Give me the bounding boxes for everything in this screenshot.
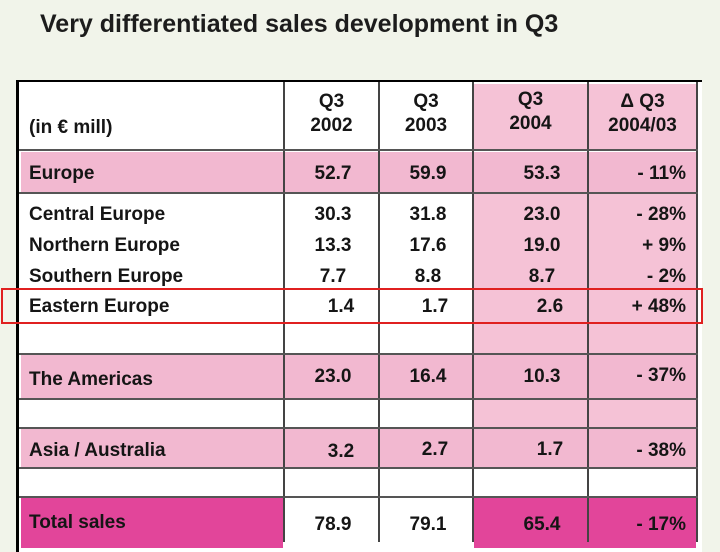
grid-vline: [472, 82, 474, 542]
grid-vline: [696, 82, 698, 542]
eastern-europe-2002: 1.4: [327, 296, 355, 317]
total-sales-2003: 79.1: [409, 514, 447, 535]
northern-europe-2003: 17.6: [409, 235, 447, 256]
grid-vline: [587, 82, 589, 542]
europe-2002: 52.7: [314, 163, 352, 184]
col-header-2003-line1: Q3: [413, 91, 439, 112]
central-europe-2003: 31.8: [409, 204, 447, 225]
grid-hline: [19, 353, 698, 355]
col-header-2003-line2: 2003: [404, 115, 448, 136]
eastern-europe-2003: 1.7: [421, 296, 449, 317]
grid-vline: [283, 82, 285, 542]
europe-band: [21, 152, 696, 192]
row-label-central-europe: Central Europe: [29, 204, 166, 225]
asia-australia-2004: 1.7: [536, 439, 564, 460]
eastern-europe-highlight-box: [1, 288, 703, 324]
col-header-2004: Q3 2004: [474, 88, 587, 136]
northern-europe-2004: 19.0: [523, 235, 561, 256]
central-europe-delta: - 28%: [636, 204, 686, 225]
southern-europe-delta: - 2%: [646, 266, 686, 287]
col-header-delta: Δ Q3 2004/03: [589, 90, 696, 138]
americas-2002: 23.0: [314, 366, 352, 387]
americas-band: [21, 355, 696, 399]
q3-2004-body-highlight: [474, 192, 696, 355]
southern-europe-2002: 7.7: [319, 266, 347, 287]
central-europe-2004: 23.0: [523, 204, 561, 225]
col-header-2003: Q3 2003: [380, 90, 472, 138]
asia-band: [21, 428, 696, 468]
row-label-europe: Europe: [29, 163, 95, 184]
asia-australia-2003: 2.7: [421, 439, 449, 460]
grid-hline: [19, 427, 698, 429]
row-label-eastern-europe: Eastern Europe: [29, 296, 170, 317]
col-header-2002: Q3 2002: [285, 90, 378, 138]
total-sales-delta: - 17%: [636, 514, 686, 535]
grid-hline: [19, 398, 698, 400]
southern-europe-2004: 8.7: [528, 266, 556, 287]
northern-europe-delta: + 9%: [642, 235, 686, 256]
row-label-southern-europe: Southern Europe: [29, 266, 184, 287]
col-header-2002-line1: Q3: [318, 91, 345, 112]
grid-hline: [19, 192, 698, 194]
col-header-2002-line2: 2002: [310, 115, 353, 136]
total-sales-2004: 65.4: [523, 514, 561, 535]
q3-2004-gap-highlight: [474, 399, 696, 428]
row-label-asia-australia: Asia / Australia: [29, 440, 166, 461]
grid-hline: [19, 496, 698, 498]
grid-hline: [19, 149, 698, 151]
eastern-europe-2004: 2.6: [536, 296, 564, 317]
q3-2004-column-highlight: [474, 84, 696, 150]
northern-europe-2002: 13.3: [314, 235, 352, 256]
total-sales-2002: 78.9: [314, 514, 352, 535]
unit-label: (in € mill): [29, 117, 113, 138]
southern-europe-2003: 8.8: [414, 266, 442, 287]
central-europe-2002: 30.3: [314, 204, 352, 225]
col-header-2004-line2: 2004: [509, 113, 552, 134]
row-label-northern-europe: Northern Europe: [29, 235, 180, 256]
americas-delta: - 37%: [636, 365, 686, 386]
col-header-2004-line1: Q3: [517, 89, 544, 110]
slide-title: Very differentiated sales development in…: [40, 10, 559, 38]
grid-vline: [378, 82, 380, 542]
row-label-total-sales: Total sales: [29, 512, 126, 533]
col-header-delta-line2: 2004/03: [608, 115, 677, 136]
europe-delta: - 11%: [637, 163, 686, 184]
asia-australia-2002: 3.2: [327, 441, 355, 462]
americas-2003: 16.4: [409, 366, 447, 387]
col-header-delta-line1: Δ Q3: [620, 91, 665, 112]
grid-hline: [19, 467, 698, 469]
europe-2004: 53.3: [523, 163, 561, 184]
europe-2003: 59.9: [409, 163, 447, 184]
asia-australia-delta: - 38%: [636, 440, 686, 461]
eastern-europe-delta: + 48%: [631, 296, 686, 317]
row-label-americas: The Americas: [29, 369, 153, 390]
americas-2004: 10.3: [523, 366, 561, 387]
